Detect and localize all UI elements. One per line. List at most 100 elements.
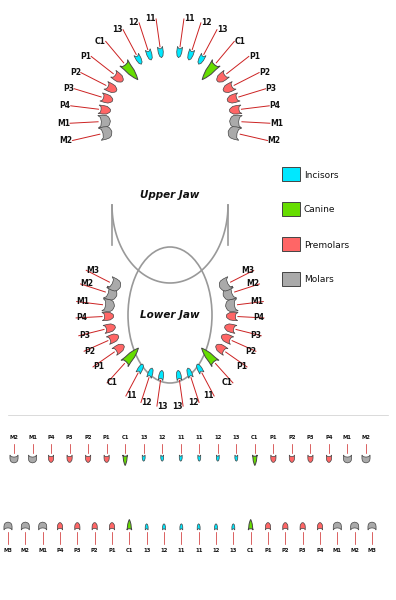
Polygon shape xyxy=(136,364,143,374)
Polygon shape xyxy=(252,455,257,466)
Text: P1: P1 xyxy=(236,362,247,371)
Polygon shape xyxy=(161,455,164,461)
Polygon shape xyxy=(221,334,234,344)
Polygon shape xyxy=(177,46,183,58)
Text: M1: M1 xyxy=(77,297,90,306)
Polygon shape xyxy=(188,49,195,60)
Text: P2: P2 xyxy=(288,435,296,440)
Polygon shape xyxy=(196,364,204,374)
Text: M2: M2 xyxy=(246,280,259,289)
Polygon shape xyxy=(110,70,123,82)
Text: 12: 12 xyxy=(201,19,211,28)
Text: P3: P3 xyxy=(79,331,90,340)
Bar xyxy=(282,237,300,251)
Polygon shape xyxy=(230,115,242,128)
Polygon shape xyxy=(100,93,113,103)
Text: P3: P3 xyxy=(74,548,81,553)
Text: 13: 13 xyxy=(157,401,168,410)
Text: 13: 13 xyxy=(143,548,150,553)
Text: P3: P3 xyxy=(299,548,307,553)
Polygon shape xyxy=(198,455,201,461)
Polygon shape xyxy=(177,370,182,380)
Polygon shape xyxy=(109,523,114,530)
Text: P3: P3 xyxy=(307,435,314,440)
Polygon shape xyxy=(217,70,229,82)
Text: P4: P4 xyxy=(60,101,71,110)
Text: M1: M1 xyxy=(343,435,352,440)
Polygon shape xyxy=(104,455,109,462)
Text: M1: M1 xyxy=(333,548,342,553)
Polygon shape xyxy=(102,299,114,311)
Text: P4: P4 xyxy=(253,313,264,322)
Text: Upper Jaw: Upper Jaw xyxy=(140,190,200,200)
Polygon shape xyxy=(368,522,376,530)
Text: Incisors: Incisors xyxy=(304,170,339,179)
Text: 11: 11 xyxy=(184,14,194,23)
Text: 11: 11 xyxy=(177,548,185,553)
Polygon shape xyxy=(67,455,72,462)
Text: P4: P4 xyxy=(56,548,64,553)
Text: 12: 12 xyxy=(188,398,199,407)
Text: M3: M3 xyxy=(241,266,254,275)
Text: P1: P1 xyxy=(108,548,116,553)
Bar xyxy=(282,202,300,216)
Polygon shape xyxy=(127,520,132,530)
Polygon shape xyxy=(48,455,53,462)
Text: M1: M1 xyxy=(270,119,283,128)
Text: M2: M2 xyxy=(59,136,72,145)
Text: 12: 12 xyxy=(141,398,151,407)
Text: P4: P4 xyxy=(269,101,280,110)
Text: M1: M1 xyxy=(57,119,70,128)
Polygon shape xyxy=(99,127,112,140)
Text: P3: P3 xyxy=(266,84,277,93)
Text: 13: 13 xyxy=(140,435,147,440)
Polygon shape xyxy=(75,523,80,530)
Text: 13: 13 xyxy=(230,548,237,553)
Polygon shape xyxy=(107,277,121,291)
Text: P3: P3 xyxy=(63,84,74,93)
Text: P4: P4 xyxy=(47,435,55,440)
Polygon shape xyxy=(103,324,115,334)
Text: 13: 13 xyxy=(112,25,123,34)
Text: 12: 12 xyxy=(214,435,221,440)
Text: 11: 11 xyxy=(204,391,214,400)
Text: C1: C1 xyxy=(247,548,254,553)
Text: 13: 13 xyxy=(217,25,227,34)
Bar xyxy=(282,272,300,286)
Text: M1: M1 xyxy=(28,435,37,440)
Polygon shape xyxy=(38,522,47,530)
Text: C1: C1 xyxy=(95,37,106,46)
Polygon shape xyxy=(123,455,128,466)
Text: M2: M2 xyxy=(267,136,280,145)
Polygon shape xyxy=(235,455,238,461)
Polygon shape xyxy=(228,127,242,140)
Polygon shape xyxy=(223,286,236,300)
Text: P4: P4 xyxy=(325,435,333,440)
Text: 12: 12 xyxy=(212,548,220,553)
Polygon shape xyxy=(103,286,117,300)
Polygon shape xyxy=(106,334,119,344)
Text: 12: 12 xyxy=(158,435,166,440)
Text: 11: 11 xyxy=(177,435,185,440)
Text: P2: P2 xyxy=(91,548,99,553)
Polygon shape xyxy=(104,82,117,92)
Polygon shape xyxy=(98,105,110,114)
Polygon shape xyxy=(289,455,295,462)
Text: Lower Jaw: Lower Jaw xyxy=(140,310,200,320)
Polygon shape xyxy=(112,344,124,355)
Polygon shape xyxy=(158,370,164,380)
Text: C1: C1 xyxy=(126,548,133,553)
Polygon shape xyxy=(145,524,148,530)
Polygon shape xyxy=(225,324,237,334)
Text: M3: M3 xyxy=(367,548,377,553)
Polygon shape xyxy=(215,524,217,530)
Text: P2: P2 xyxy=(259,68,270,77)
Polygon shape xyxy=(308,455,313,462)
Polygon shape xyxy=(362,455,370,463)
Text: 13: 13 xyxy=(232,435,240,440)
Text: 12: 12 xyxy=(129,19,139,28)
Text: M2: M2 xyxy=(362,435,370,440)
Text: P3: P3 xyxy=(66,435,73,440)
Polygon shape xyxy=(180,524,183,530)
Polygon shape xyxy=(226,299,238,311)
